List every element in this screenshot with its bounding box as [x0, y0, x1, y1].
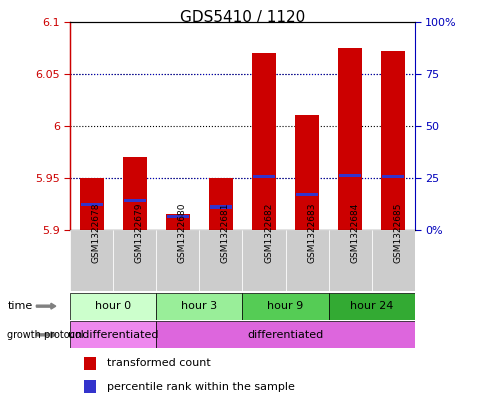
Bar	[156, 321, 414, 348]
Text: GSM1322679: GSM1322679	[135, 203, 144, 263]
Bar	[252, 53, 275, 230]
Bar	[81, 203, 103, 206]
Bar	[199, 230, 242, 291]
Text: GSM1322680: GSM1322680	[178, 203, 186, 263]
Text: transformed count: transformed count	[106, 358, 210, 369]
Bar	[210, 206, 231, 209]
Bar	[328, 293, 414, 320]
Bar	[84, 357, 96, 370]
Bar	[242, 230, 285, 291]
Bar	[70, 230, 113, 291]
Bar	[295, 115, 318, 230]
Text: GSM1322685: GSM1322685	[393, 203, 401, 263]
Bar	[167, 215, 188, 218]
Bar	[296, 193, 317, 196]
Bar	[156, 293, 242, 320]
Bar	[156, 230, 199, 291]
Bar	[381, 175, 403, 178]
Bar	[166, 214, 189, 230]
Text: differentiated: differentiated	[247, 330, 323, 340]
Text: GSM1322678: GSM1322678	[91, 203, 101, 263]
Text: growth protocol: growth protocol	[7, 330, 84, 340]
Bar	[123, 157, 147, 230]
Bar	[80, 178, 104, 230]
Text: GDS5410 / 1120: GDS5410 / 1120	[180, 10, 304, 25]
Text: GSM1322682: GSM1322682	[263, 203, 272, 263]
Text: GSM1322681: GSM1322681	[221, 203, 229, 263]
Bar	[380, 51, 404, 230]
Text: GSM1322683: GSM1322683	[306, 203, 316, 263]
Text: percentile rank within the sample: percentile rank within the sample	[106, 382, 294, 392]
Bar	[337, 48, 361, 230]
Text: hour 0: hour 0	[95, 301, 131, 311]
Bar	[84, 380, 96, 393]
Bar	[242, 293, 328, 320]
Bar	[339, 174, 360, 177]
Text: hour 24: hour 24	[349, 301, 393, 311]
Text: hour 3: hour 3	[181, 301, 217, 311]
Bar	[124, 199, 145, 202]
Bar	[209, 178, 232, 230]
Bar	[70, 321, 156, 348]
Text: undifferentiated: undifferentiated	[68, 330, 158, 340]
Bar	[253, 175, 274, 178]
Text: GSM1322684: GSM1322684	[349, 203, 358, 263]
Text: time: time	[7, 301, 32, 311]
Bar	[285, 230, 328, 291]
Bar	[371, 230, 414, 291]
Bar	[70, 293, 156, 320]
Bar	[113, 230, 156, 291]
Text: hour 9: hour 9	[267, 301, 303, 311]
Bar	[328, 230, 371, 291]
